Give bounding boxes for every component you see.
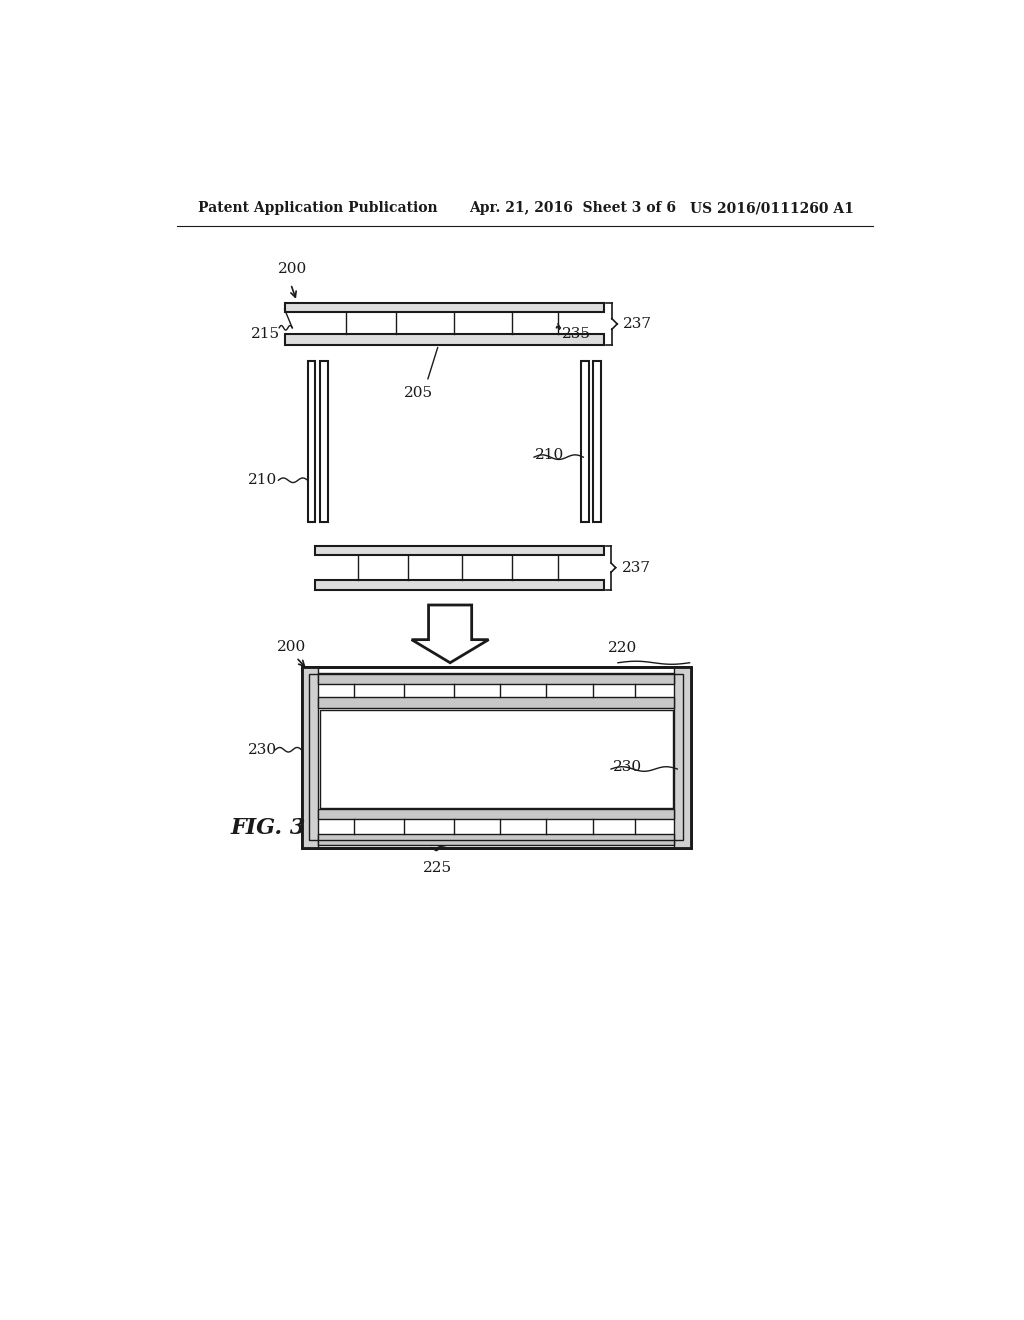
- Text: 220: 220: [608, 642, 637, 655]
- Text: Patent Application Publication: Patent Application Publication: [199, 202, 438, 215]
- Bar: [315, 545, 604, 554]
- Bar: [309, 675, 683, 840]
- Bar: [309, 675, 683, 840]
- Text: 230: 230: [249, 743, 278, 756]
- Bar: [674, 667, 691, 847]
- Text: 230: 230: [613, 760, 642, 774]
- Text: Apr. 21, 2016  Sheet 3 of 6: Apr. 21, 2016 Sheet 3 of 6: [469, 202, 677, 215]
- Bar: [315, 581, 604, 590]
- Bar: [301, 667, 318, 847]
- Text: 225: 225: [423, 861, 453, 875]
- Bar: [285, 334, 604, 345]
- Bar: [318, 673, 674, 684]
- Bar: [593, 360, 601, 521]
- Bar: [319, 360, 328, 521]
- Text: 205: 205: [403, 385, 433, 400]
- Bar: [307, 360, 315, 521]
- Text: 215: 215: [251, 327, 280, 341]
- Bar: [318, 809, 674, 818]
- Bar: [318, 697, 674, 708]
- Text: 210: 210: [248, 474, 276, 487]
- Bar: [319, 710, 673, 808]
- Bar: [301, 667, 691, 847]
- Polygon shape: [412, 605, 488, 663]
- Text: 237: 237: [624, 317, 652, 331]
- Bar: [301, 667, 691, 847]
- Text: 200: 200: [276, 639, 306, 653]
- Text: FIG. 3: FIG. 3: [230, 817, 306, 840]
- Text: 235: 235: [562, 327, 591, 341]
- Text: US 2016/0111260 A1: US 2016/0111260 A1: [690, 202, 854, 215]
- Text: 200: 200: [279, 263, 307, 276]
- Bar: [285, 304, 604, 313]
- Text: 210: 210: [535, 447, 564, 462]
- Bar: [318, 834, 674, 845]
- Bar: [581, 360, 589, 521]
- Text: 237: 237: [622, 561, 651, 574]
